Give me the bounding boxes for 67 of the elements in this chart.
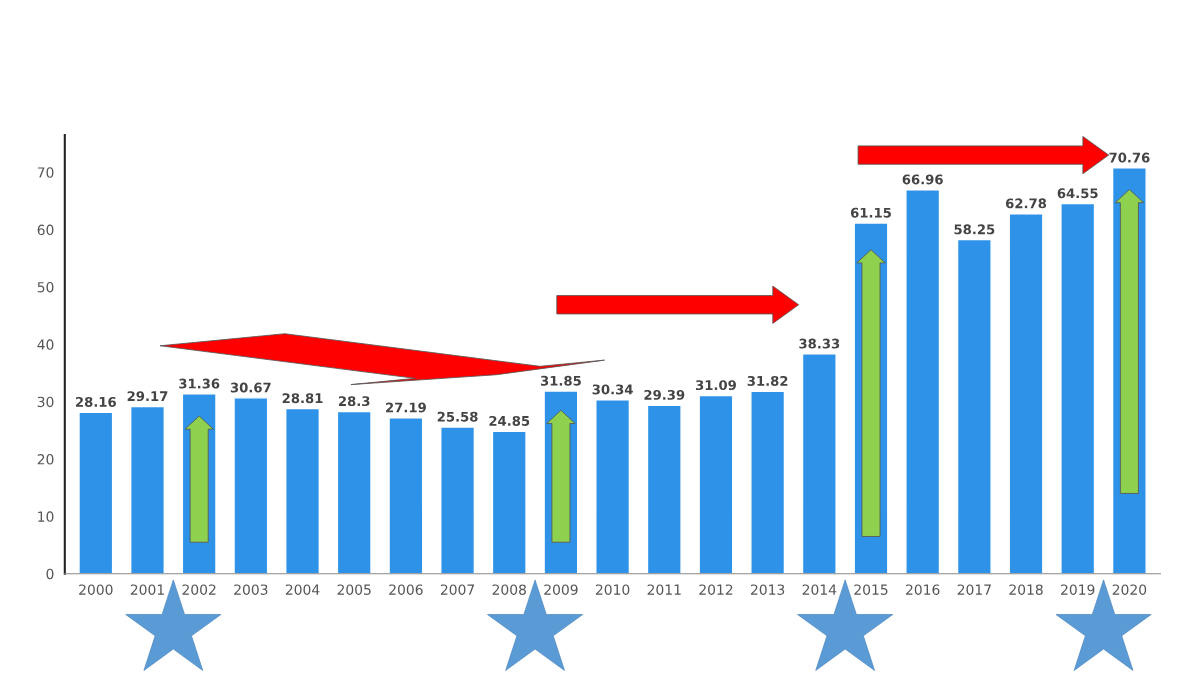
data-label: 38.33 bbox=[799, 338, 840, 349]
x-tick-label: 2010 bbox=[595, 584, 630, 595]
y-tick-label: 30 bbox=[37, 396, 54, 408]
data-label: 31.36 bbox=[179, 378, 220, 389]
bar bbox=[285, 407, 321, 574]
bar bbox=[440, 426, 476, 574]
data-label: 61.15 bbox=[850, 207, 891, 218]
x-tick-label: 2008 bbox=[492, 584, 526, 595]
data-label: 25.58 bbox=[437, 411, 478, 422]
data-label: 31.82 bbox=[747, 375, 788, 386]
bar bbox=[956, 238, 992, 574]
x-tick-label: 2003 bbox=[234, 584, 268, 595]
data-label: 28.3 bbox=[338, 396, 370, 407]
x-tick-label: 2019 bbox=[1061, 584, 1095, 595]
x-tick-label: 2000 bbox=[79, 584, 113, 595]
x-tick-label: 2011 bbox=[647, 584, 681, 595]
data-label: 64.55 bbox=[1057, 188, 1098, 199]
x-tick-label: 2001 bbox=[130, 584, 164, 595]
y-tick-label: 50 bbox=[37, 281, 54, 293]
data-label: 66.96 bbox=[902, 174, 943, 185]
data-label: 27.19 bbox=[386, 402, 426, 413]
bar bbox=[646, 404, 682, 574]
y-tick-label: 10 bbox=[38, 511, 54, 522]
data-label: 29.17 bbox=[127, 391, 168, 402]
data-label: 24.85 bbox=[489, 415, 530, 426]
y-tick-label: 20 bbox=[37, 454, 54, 465]
y-tick-label: 40 bbox=[37, 339, 54, 350]
x-tick-label: 2012 bbox=[699, 584, 733, 595]
x-tick-label: 2015 bbox=[854, 584, 888, 595]
x-tick-label: 2013 bbox=[750, 584, 785, 595]
bar bbox=[905, 189, 941, 574]
data-label: 70.76 bbox=[1109, 152, 1150, 163]
data-label: 58.25 bbox=[954, 224, 995, 235]
data-label: 31.09 bbox=[695, 380, 736, 391]
y-tick-label: 70 bbox=[37, 167, 54, 178]
data-label: 29.39 bbox=[644, 389, 685, 400]
x-tick-label: 2004 bbox=[285, 584, 320, 595]
x-tick-label: 2020 bbox=[1112, 584, 1147, 595]
bar bbox=[595, 399, 631, 574]
bar bbox=[801, 353, 837, 574]
data-label: 62.78 bbox=[1005, 198, 1047, 209]
data-label: 28.81 bbox=[282, 393, 323, 404]
x-tick-label: 2018 bbox=[1009, 584, 1043, 595]
bar bbox=[233, 397, 269, 574]
x-tick-label: 2006 bbox=[389, 584, 423, 595]
y-tick-label: 60 bbox=[37, 224, 54, 236]
bar bbox=[388, 417, 424, 574]
bar bbox=[1060, 202, 1096, 574]
x-tick-label: 2009 bbox=[544, 584, 578, 595]
bar bbox=[491, 430, 527, 574]
x-tick-label: 2017 bbox=[957, 584, 991, 595]
bar bbox=[336, 410, 372, 574]
x-tick-label: 2016 bbox=[906, 584, 940, 595]
bar bbox=[129, 405, 165, 574]
bar bbox=[698, 394, 734, 574]
x-tick-label: 2005 bbox=[337, 584, 371, 595]
bar bbox=[1008, 212, 1044, 574]
x-tick-label: 2014 bbox=[802, 584, 837, 595]
data-label: 31.85 bbox=[540, 375, 581, 386]
bar bbox=[78, 411, 114, 574]
bar bbox=[750, 390, 786, 574]
x-tick-label: 2002 bbox=[182, 584, 216, 595]
x-tick-label: 2007 bbox=[440, 584, 475, 595]
data-label: 30.67 bbox=[230, 382, 271, 393]
y-tick-label: 0 bbox=[46, 568, 54, 580]
data-label: 30.34 bbox=[592, 384, 633, 395]
data-label: 28.16 bbox=[75, 396, 116, 407]
